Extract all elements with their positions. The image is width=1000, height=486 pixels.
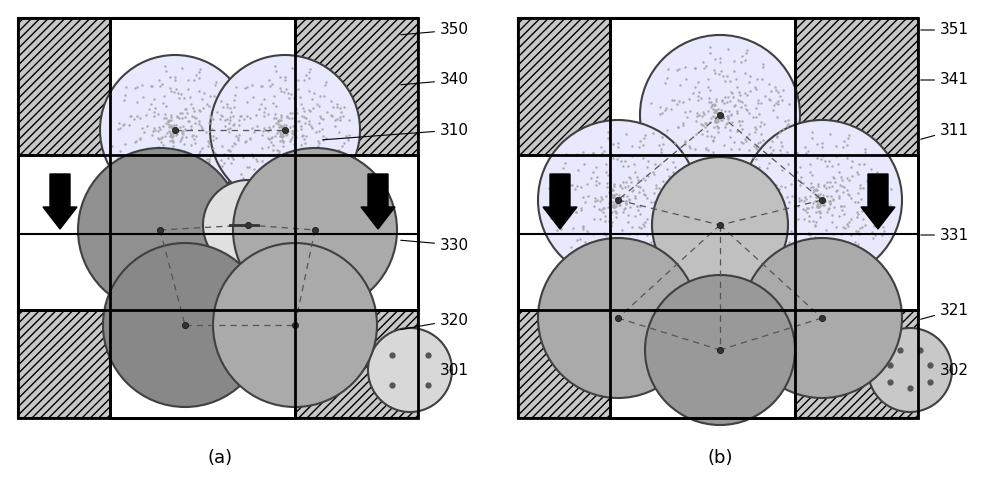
Circle shape (652, 157, 788, 293)
FancyArrow shape (361, 174, 395, 229)
Bar (18, 18, 418, 418)
Bar (518, 155, 918, 310)
Text: 302: 302 (940, 363, 969, 378)
Text: 310: 310 (323, 122, 469, 140)
Circle shape (203, 180, 293, 270)
Bar (518, 18, 918, 418)
Text: 301: 301 (440, 363, 469, 378)
Circle shape (640, 35, 800, 195)
Bar (18, 18, 418, 418)
Circle shape (868, 328, 952, 412)
Bar (110, 18, 295, 418)
FancyArrow shape (543, 174, 577, 229)
Text: 350: 350 (401, 22, 469, 37)
FancyArrow shape (861, 174, 895, 229)
Text: 311: 311 (921, 122, 969, 139)
Text: 330: 330 (401, 238, 469, 253)
Circle shape (538, 238, 698, 398)
Bar (518, 18, 918, 418)
Circle shape (233, 148, 397, 312)
Text: 341: 341 (921, 72, 969, 87)
Bar (110, 18, 295, 418)
Text: 331: 331 (921, 227, 969, 243)
Bar (610, 18, 795, 418)
Bar (610, 18, 795, 418)
Bar (518, 155, 918, 310)
Circle shape (538, 120, 698, 280)
Circle shape (100, 55, 250, 205)
Bar (18, 155, 418, 310)
Text: (b): (b) (707, 449, 733, 467)
Circle shape (210, 55, 360, 205)
Text: 321: 321 (921, 302, 969, 319)
Circle shape (78, 148, 242, 312)
FancyArrow shape (43, 174, 77, 229)
Text: 351: 351 (921, 22, 969, 37)
Text: (a): (a) (207, 449, 233, 467)
Circle shape (213, 243, 377, 407)
Circle shape (368, 328, 452, 412)
Text: 340: 340 (401, 72, 469, 87)
Circle shape (742, 120, 902, 280)
Text: 320: 320 (401, 312, 469, 330)
Circle shape (742, 238, 902, 398)
Bar (18, 155, 418, 310)
Bar (418, 0, 518, 486)
Circle shape (103, 243, 267, 407)
Circle shape (645, 275, 795, 425)
